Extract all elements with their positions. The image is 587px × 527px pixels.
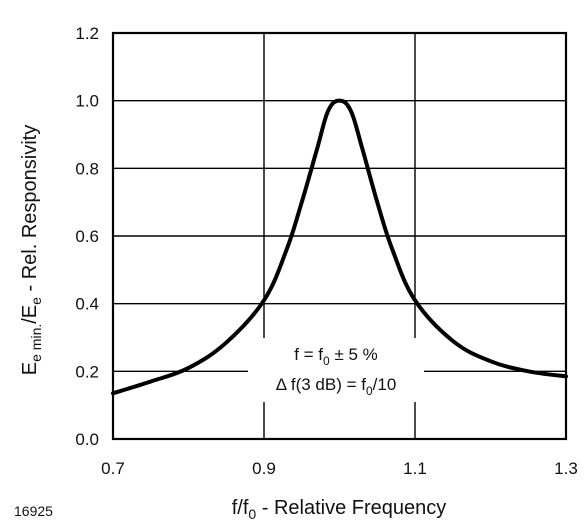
annotation: f = f0 ± 5 % Δ f(3 dB) = f0/10	[248, 338, 424, 402]
series-layer	[111, 98, 568, 396]
x-tick-label: 0.7	[101, 459, 125, 478]
y-tick-label: 1.2	[75, 24, 99, 43]
annotation-line-2: Δ f(3 dB) = f0/10	[276, 375, 397, 398]
y-tick-label: 0.6	[75, 227, 99, 246]
y-tick-label: 0.4	[75, 295, 99, 314]
x-tick-label: 1.3	[554, 459, 578, 478]
annotation-line-1: f = f0 ± 5 %	[294, 345, 378, 368]
y-tick-labels: 0.0 0.2 0.4 0.6 0.8 1.0 1.2	[75, 24, 99, 449]
x-tick-label: 0.9	[252, 459, 276, 478]
annotation-background	[248, 338, 424, 402]
y-tick-label: 1.0	[75, 92, 99, 111]
series-line-0	[111, 98, 568, 396]
y-tick-label: 0.8	[75, 159, 99, 178]
x-tick-labels: 0.7 0.9 1.1 1.3	[101, 459, 578, 478]
x-tick-label: 1.1	[403, 459, 427, 478]
figure-id: 16925	[14, 503, 53, 519]
y-tick-label: 0.0	[75, 430, 99, 449]
x-axis-label: f/f0 - Relative Frequency	[232, 497, 447, 522]
y-tick-label: 0.2	[75, 362, 99, 381]
y-axis-label: Ee min./Ee - Rel. Responsivity	[19, 125, 44, 375]
plot-border	[111, 31, 568, 441]
